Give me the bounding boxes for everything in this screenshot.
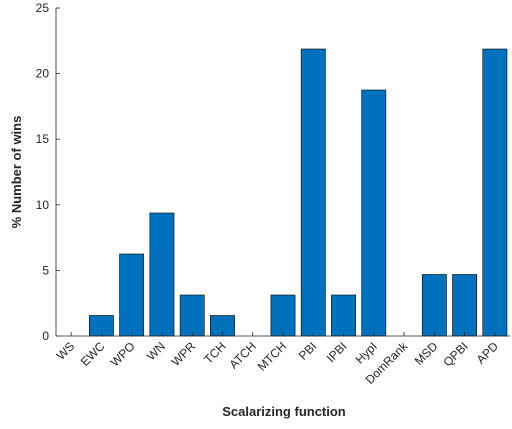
x-tick-label-atch: ATCH: [226, 339, 258, 371]
bar-wpo: [119, 253, 145, 337]
y-tick-label: 10: [36, 198, 50, 212]
y-tick-label: 25: [36, 1, 50, 15]
y-axis-label: % Number of wins: [9, 116, 24, 229]
x-tick-label-ewc: EWC: [78, 339, 108, 369]
x-tick-label-wpo: WPO: [108, 339, 138, 369]
y-tick-label: 20: [36, 67, 50, 81]
bar-ipbi: [331, 294, 356, 337]
bar-apd: [482, 48, 508, 337]
x-tick-label-wpr: WPR: [169, 339, 199, 369]
x-tick-label-tch: TCH: [201, 339, 228, 366]
bar-msd: [421, 274, 447, 337]
x-tick-label-apd: APD: [474, 339, 502, 367]
bars-group: [88, 48, 508, 337]
bar-wpr: [179, 294, 205, 337]
x-tick-label-wn: WN: [144, 339, 168, 363]
x-tick-label-qpbi: QPBI: [441, 339, 471, 369]
bar-hypi: [361, 89, 387, 337]
bar-qpbi: [452, 274, 477, 337]
y-tick-label: 15: [36, 132, 50, 146]
y-tick-label: 5: [42, 263, 49, 277]
x-tick-label-pbi: PBI: [296, 339, 320, 363]
bar-mtch: [270, 294, 296, 337]
x-tick-label-mtch: MTCH: [255, 339, 289, 373]
x-tick-label-msd: MSD: [412, 339, 441, 368]
y-tick-label: 0: [42, 329, 49, 343]
bar-pbi: [300, 48, 326, 337]
x-tick-label-ipbi: IPBI: [324, 339, 350, 365]
x-axis-label: Scalarizing function: [222, 404, 346, 419]
x-tick-label-ws: WS: [54, 339, 78, 363]
bar-wn: [149, 212, 175, 337]
